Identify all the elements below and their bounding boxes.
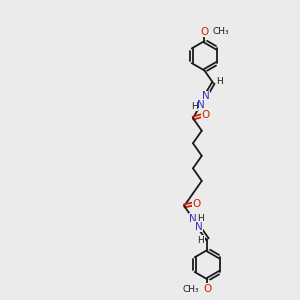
Text: CH₃: CH₃ <box>183 285 199 294</box>
Text: N: N <box>197 100 205 110</box>
Text: O: O <box>192 199 201 208</box>
Text: CH₃: CH₃ <box>213 26 229 35</box>
Text: O: O <box>203 284 211 294</box>
Text: H: H <box>197 214 204 223</box>
Text: H: H <box>216 77 223 86</box>
Text: N: N <box>195 222 203 232</box>
Text: O: O <box>201 110 209 120</box>
Text: N: N <box>202 91 209 101</box>
Text: H: H <box>191 102 197 111</box>
Text: N: N <box>189 214 197 224</box>
Text: H: H <box>198 236 204 245</box>
Text: O: O <box>200 27 208 37</box>
